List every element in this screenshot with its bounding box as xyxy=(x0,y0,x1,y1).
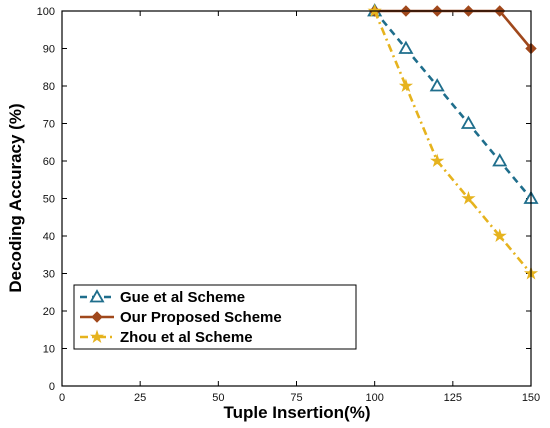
x-tick-label: 75 xyxy=(290,392,302,404)
x-tick-label: 125 xyxy=(444,392,462,404)
plot-frame xyxy=(61,10,532,387)
legend-label: Zhou et al Scheme xyxy=(120,329,253,346)
y-tick-label: 10 xyxy=(43,344,55,356)
series-line xyxy=(373,10,532,200)
y-tick-label: 80 xyxy=(43,81,55,93)
y-tick-label: 70 xyxy=(43,119,55,131)
x-tick-label: 25 xyxy=(134,392,146,404)
y-tick-label: 60 xyxy=(43,156,55,168)
series-2 xyxy=(367,3,539,280)
data-point xyxy=(460,115,477,129)
y-tick-label: 20 xyxy=(43,306,55,318)
series-line xyxy=(374,9,532,50)
data-point xyxy=(492,153,508,167)
data-point xyxy=(398,40,414,54)
y-tick-label: 50 xyxy=(43,194,55,206)
legend-marker xyxy=(91,311,103,323)
data-point xyxy=(461,191,476,205)
legend-marker xyxy=(89,289,105,303)
y-axis-title: Decoding Accuracy (%) xyxy=(6,103,25,292)
legend-box xyxy=(73,284,357,350)
y-tick-label: 100 xyxy=(37,6,55,18)
data-point xyxy=(398,78,414,93)
data-point xyxy=(367,3,382,18)
y-tick-label: 0 xyxy=(49,381,55,393)
y-tick-label: 90 xyxy=(43,44,55,56)
legend-label: Our Proposed Scheme xyxy=(120,309,282,326)
x-tick-label: 150 xyxy=(522,392,540,404)
series-0 xyxy=(367,3,539,204)
x-tick-label: 0 xyxy=(59,392,65,404)
x-tick-label: 100 xyxy=(365,392,383,404)
y-tick-label: 40 xyxy=(43,231,55,243)
series-line xyxy=(373,10,532,275)
data-point xyxy=(430,153,445,168)
x-tick-label: 50 xyxy=(212,392,224,404)
data-point xyxy=(492,228,507,243)
y-tick-label: 30 xyxy=(43,269,55,281)
x-axis-title: Tuple Insertion(%) xyxy=(223,403,370,422)
legend-label: Gue et al Scheme xyxy=(120,289,245,306)
data-point xyxy=(429,78,445,92)
legend-marker xyxy=(89,329,105,344)
